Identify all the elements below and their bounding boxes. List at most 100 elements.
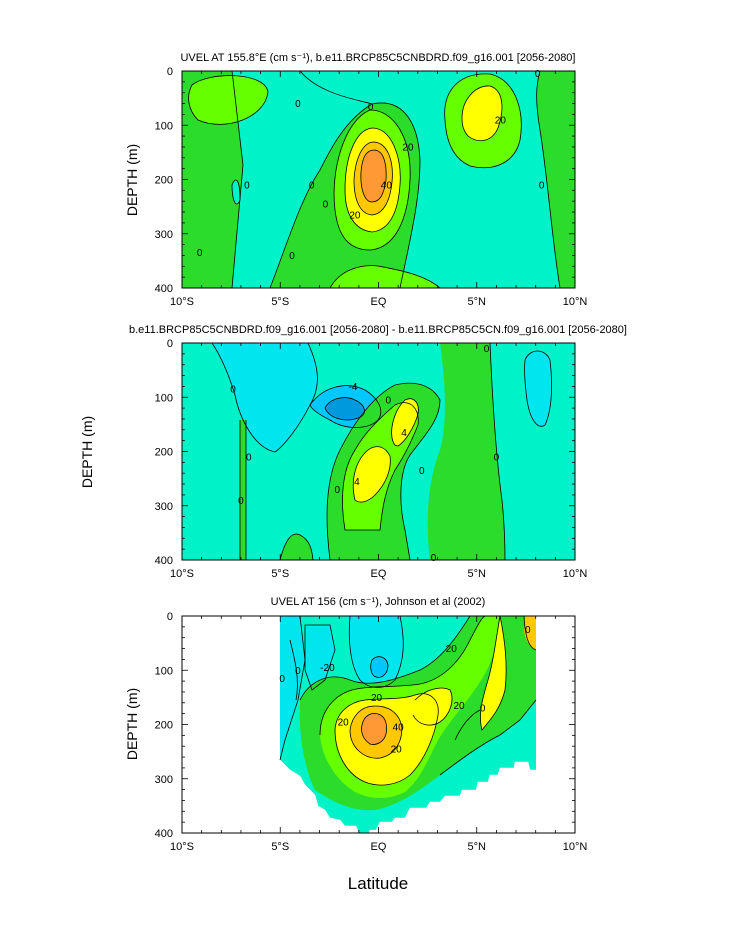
- panel-1-title: UVEL AT 155.8°E (cm s⁻¹), b.e11.BRCP85C5…: [180, 52, 575, 64]
- panel-1-west-lime: [188, 75, 268, 125]
- y-tick-label: 400: [155, 828, 173, 840]
- x-tick-label: 10°S: [170, 568, 194, 580]
- panel-2-contour-lines: [211, 343, 552, 560]
- y-tick-label: 0: [167, 611, 173, 623]
- contour-label: 0: [480, 704, 486, 715]
- contour-label: 0: [295, 666, 301, 677]
- x-axis-label: Latitude: [348, 874, 409, 893]
- contour-label: 0: [535, 69, 541, 80]
- x-tick-label: 10°S: [170, 841, 194, 853]
- contour-label: 0: [323, 199, 329, 210]
- y-tick-label: 300: [155, 501, 173, 513]
- panel-3-sky-spot: [370, 656, 388, 678]
- contour-label: 0: [246, 452, 252, 463]
- contour-label: 0: [309, 180, 315, 191]
- contour-label: 0: [494, 452, 500, 463]
- contour-label: 0: [539, 180, 545, 191]
- x-tick-label: 5°S: [271, 568, 289, 580]
- contour-label: 0: [244, 180, 250, 191]
- contour-label: 20: [402, 142, 414, 153]
- contour-label: 0: [386, 395, 392, 406]
- panel-1-core-orange: [360, 150, 387, 202]
- contour-label: 20: [446, 644, 458, 655]
- x-tick-label: 10°N: [563, 296, 588, 308]
- panel-2-west-strip: [240, 420, 246, 560]
- panel-1-bottom-lime: [330, 265, 440, 288]
- panel-2-yellow-upper: [391, 398, 419, 446]
- y-tick-label: 100: [155, 120, 173, 132]
- contour-label: 0: [431, 553, 437, 564]
- y-tick-label: 400: [155, 555, 173, 567]
- panel-2-ylabel: DEPTH (m): [79, 416, 95, 488]
- y-tick-label: 300: [155, 774, 173, 786]
- y-tick-label: 0: [167, 338, 173, 350]
- contour-label: 0: [334, 485, 340, 496]
- x-tick-label: 10°N: [563, 841, 588, 853]
- panel-1-contours: [182, 71, 575, 288]
- panel-1-ylabel: DEPTH (m): [124, 144, 140, 216]
- contour-label: 0: [419, 466, 425, 477]
- panel-1-east-yellow: [462, 85, 502, 141]
- x-tick-label: 10°N: [563, 568, 588, 580]
- panel-3-ylabel: DEPTH (m): [124, 688, 140, 760]
- contour-label: 0: [525, 625, 531, 636]
- panel-2-contour-labels: 0 0 0 -4 0 4 0 4 0 0 0 0: [230, 344, 499, 564]
- panel-3-central-cyan: [349, 616, 404, 688]
- panel-3-yellow-east: [413, 688, 452, 726]
- panel-3-data-edge: [279, 759, 536, 833]
- contour-label: 20: [391, 744, 403, 755]
- panel-1: UVEL AT 155.8°E (cm s⁻¹), b.e11.BRCP85C5…: [124, 52, 587, 308]
- y-tick-label: 200: [155, 447, 173, 459]
- panel-2-east-green: [427, 343, 505, 560]
- y-tick-label: 200: [155, 175, 173, 187]
- panel-2-title: b.e11.BRCP85C5CNBDRD.f09_g16.001 [2056-2…: [129, 324, 627, 336]
- panel-2-east-cyan: [524, 351, 552, 427]
- y-tick-label: 100: [155, 392, 173, 404]
- x-tick-label: 5°N: [468, 296, 487, 308]
- panel-1-east-band: [536, 71, 575, 288]
- panel-1-west-band: [182, 71, 243, 288]
- y-tick-label: 0: [167, 66, 173, 78]
- x-tick-label: 5°S: [271, 296, 289, 308]
- panel-2: b.e11.BRCP85C5CNBDRD.f09_g16.001 [2056-2…: [79, 324, 627, 580]
- y-tick-label: 100: [155, 665, 173, 677]
- contour-label: 4: [354, 477, 360, 488]
- contour-label: 20: [338, 717, 350, 728]
- panel-2-bottom-green: [280, 534, 313, 560]
- contour-label: 0: [279, 674, 285, 685]
- panel-1-west-pocket: [232, 180, 240, 205]
- panel-1-contour-lines: [188, 71, 561, 288]
- x-tick-label: EQ: [371, 568, 387, 580]
- x-tick-label: 5°S: [271, 841, 289, 853]
- panel-2-yellow-lower: [353, 446, 391, 503]
- contour-label: -4: [349, 382, 358, 393]
- y-tick-label: 400: [155, 283, 173, 295]
- panel-3-yellow-east-band: [480, 616, 507, 730]
- x-tick-label: 5°N: [468, 841, 487, 853]
- contour-label: 0: [484, 344, 490, 355]
- y-tick-label: 300: [155, 229, 173, 241]
- panel-3-gold-corner: [524, 616, 536, 650]
- contour-label: 40: [381, 180, 393, 191]
- contour-label: 0: [238, 496, 244, 507]
- contour-label: 0: [197, 248, 203, 259]
- panel-3-contour-lines: [279, 616, 537, 786]
- panel-3-orange-core: [361, 713, 387, 745]
- panel-2-blue-core: [325, 397, 365, 420]
- contour-label: 20: [371, 693, 383, 704]
- contour-label: 20: [454, 701, 466, 712]
- panel-3-contours: [279, 616, 537, 833]
- contour-label: 0: [295, 99, 301, 110]
- y-tick-label: 200: [155, 720, 173, 732]
- contour-label: 0: [289, 251, 295, 262]
- contour-label: -20: [320, 663, 335, 674]
- contour-label: 0: [230, 385, 236, 396]
- panel-3-west-cyan: [280, 616, 305, 760]
- contour-label: 20: [495, 115, 507, 126]
- x-tick-label: EQ: [371, 841, 387, 853]
